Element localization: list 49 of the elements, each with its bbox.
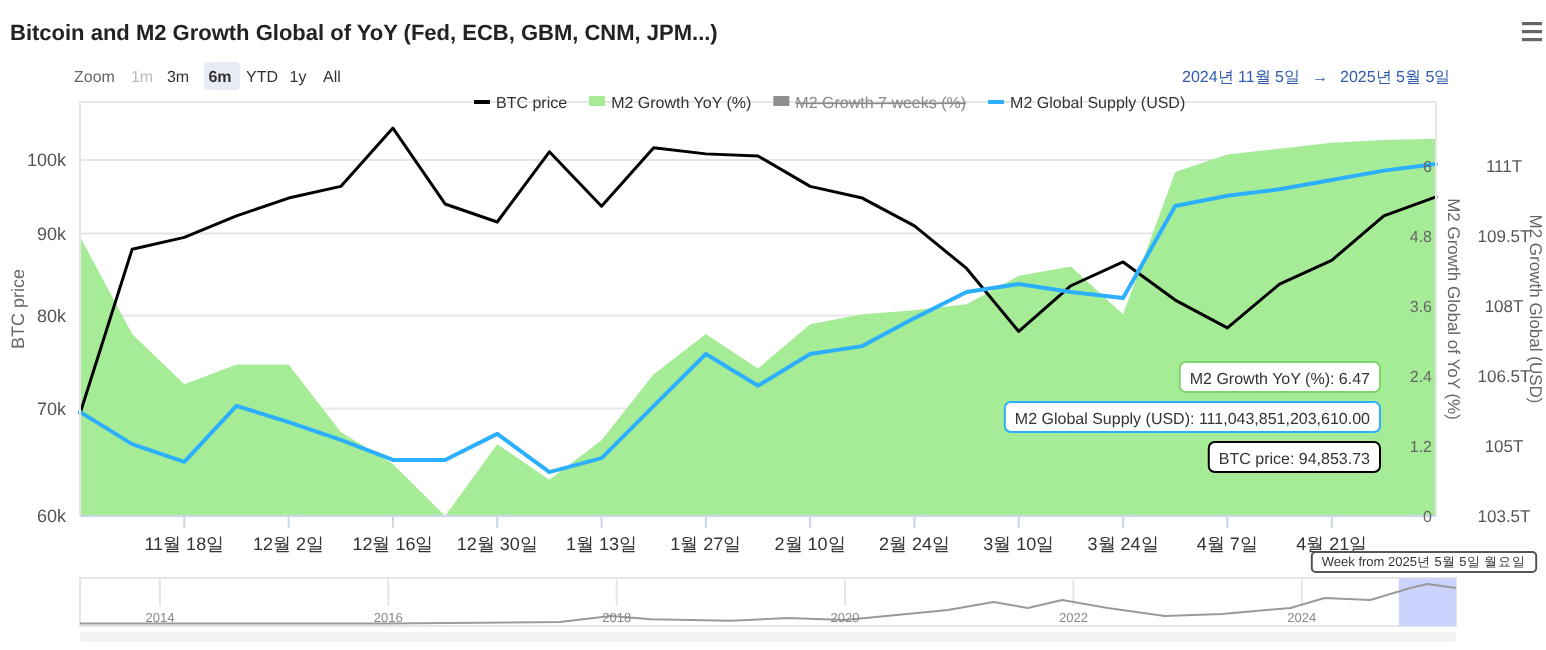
x-tick-label: 4월 7일 — [1196, 534, 1258, 554]
x-tick-label: 2월 24일 — [878, 534, 950, 554]
y-axis-title: BTC price — [8, 268, 28, 350]
line-series — [78, 162, 1438, 475]
annotation: M2 Global Supply (USD): 111,043,851,203,610.00 — [1014, 410, 1372, 428]
x-tick-label: 12월 2일 — [253, 534, 325, 554]
text: 1m — [130, 68, 154, 86]
text: Zoom — [74, 68, 116, 86]
y2-tick-label: 4.8 — [1409, 228, 1434, 247]
y3-tick-label: 103.5T — [1477, 506, 1531, 526]
y3-tick-label: 111T — [1485, 155, 1523, 176]
y2-axis-title: M2 Growth Global of YoY (%) — [1444, 198, 1464, 421]
y2-tick-label: 2.4 — [1409, 368, 1434, 387]
legend-label: M2 Growth YoY (%) — [611, 94, 753, 112]
y-tick-label: 80k — [36, 305, 67, 326]
y3-tick-label: 109.5T — [1477, 225, 1531, 246]
x-tick-label: 12월 16일 — [352, 534, 434, 554]
legend-label: M2 Global Supply (USD) — [1010, 94, 1186, 112]
x-tick-label: 12월 30일 — [456, 534, 538, 554]
y3-tick-label: 106.5T — [1477, 365, 1531, 386]
y3-axis-title: M2 Growth Global (USD) — [1526, 214, 1546, 404]
text: All — [323, 68, 342, 86]
x-tick-label: 3월 24일 — [1087, 534, 1159, 554]
x-tick-label: 11월 18일 — [144, 534, 225, 554]
x-tick-label: 3월 10일 — [983, 534, 1055, 554]
y-tick-label: 60k — [36, 506, 67, 526]
y3-tick-label: 105T — [1484, 435, 1524, 456]
annotation: M2 Growth YoY (%): 6.47 — [1189, 370, 1372, 388]
text: 1y — [289, 68, 307, 86]
chart-title: Bitcoin and M2 Growth Global of YoY (Fed, ECB, GBM, CNM, JPM...) — [10, 22, 719, 46]
y-tick-label: 100k — [26, 150, 67, 171]
text: 2024년 11월 5일 — [1182, 68, 1300, 86]
y-tick-label: 70k — [36, 398, 67, 419]
y-tick-label: 90k — [36, 223, 67, 244]
y2-tick-label: 1.2 — [1409, 438, 1434, 457]
legend-label: BTC price — [496, 94, 569, 112]
annotation: BTC price: 94,853.73 — [1218, 450, 1372, 468]
text: → — [1312, 68, 1328, 86]
text: 6m — [208, 68, 232, 86]
legend-label: M2 Growth 7 weeks (%) — [795, 94, 967, 112]
x-tick-label: 1월 13일 — [566, 534, 638, 554]
text: 3m — [166, 68, 190, 86]
x-tick-label: 2월 10일 — [774, 534, 846, 554]
line-series — [78, 126, 1438, 416]
y2-tick-label: 3.6 — [1409, 298, 1434, 317]
x-tick-label: 1월 27일 — [670, 534, 742, 554]
text: 2025년 5월 5일 — [1340, 68, 1451, 86]
y3-tick-label: 108T — [1484, 295, 1524, 316]
text: YTD — [246, 68, 279, 86]
